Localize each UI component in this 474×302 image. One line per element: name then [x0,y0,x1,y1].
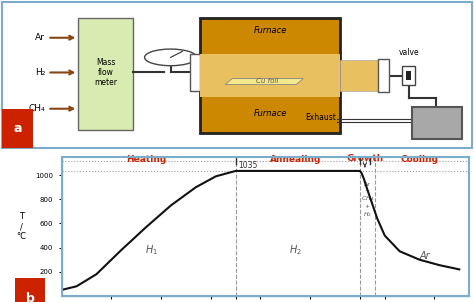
FancyBboxPatch shape [406,71,411,80]
FancyBboxPatch shape [2,109,33,148]
Circle shape [145,49,197,66]
Text: H₂: H₂ [35,68,45,77]
Y-axis label: T
/
°C: T / °C [17,212,27,241]
Text: valve: valve [398,48,419,57]
Text: H$_2$: H$_2$ [289,243,302,257]
Text: a: a [13,122,22,135]
Text: b: b [26,291,35,302]
Text: 1035: 1035 [238,161,257,170]
Text: Annealing: Annealing [270,155,321,164]
FancyBboxPatch shape [190,54,200,91]
Text: Heating: Heating [126,155,166,164]
Polygon shape [225,79,303,85]
FancyBboxPatch shape [402,66,415,85]
Text: Ar: Ar [35,33,45,42]
FancyBboxPatch shape [200,18,340,133]
Text: Exhaust: Exhaust [306,113,337,122]
FancyBboxPatch shape [340,60,379,91]
Text: Furnace: Furnace [254,109,287,118]
Text: Furnace: Furnace [254,26,287,35]
FancyBboxPatch shape [15,278,46,302]
Text: Growth: Growth [346,154,383,163]
FancyBboxPatch shape [378,59,389,92]
Text: H$_1$: H$_1$ [145,243,158,257]
FancyBboxPatch shape [412,107,462,139]
Text: Ar: Ar [419,251,430,261]
Text: CH₄: CH₄ [28,104,45,113]
Text: Mass
flow
meter: Mass flow meter [94,58,117,87]
FancyBboxPatch shape [2,2,472,148]
Text: Cu foil: Cu foil [255,78,278,84]
FancyBboxPatch shape [78,18,133,130]
FancyBboxPatch shape [200,54,340,97]
Text: Ar
+
$CH_4$
+
$H_2$: Ar + $CH_4$ + $H_2$ [361,182,374,219]
Text: Cooling: Cooling [401,155,438,164]
